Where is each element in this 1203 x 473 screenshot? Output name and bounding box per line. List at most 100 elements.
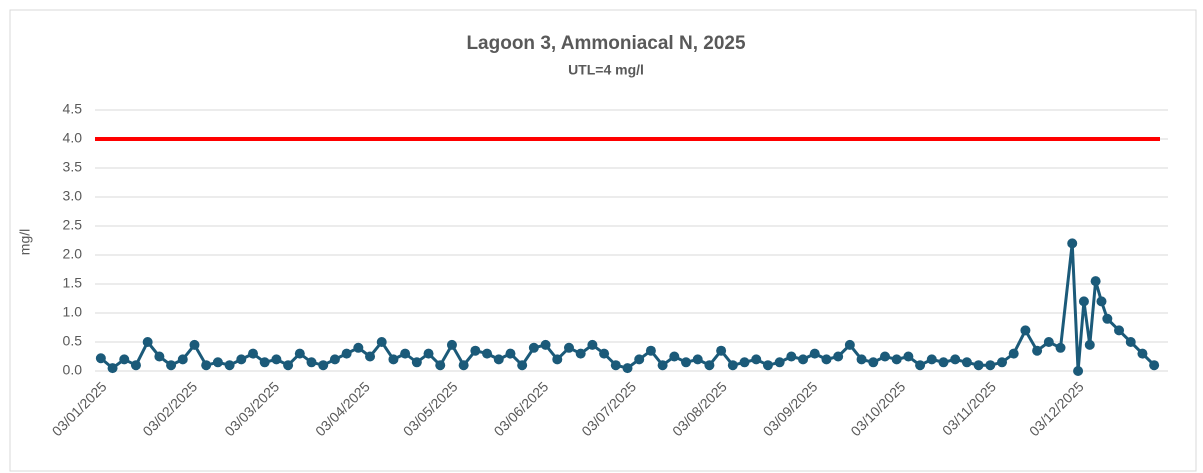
data-point [552, 354, 563, 365]
data-point [997, 357, 1008, 368]
data-point [599, 348, 610, 359]
data-point [1096, 296, 1107, 307]
data-point [493, 354, 504, 365]
data-point [915, 360, 926, 371]
data-point [903, 351, 914, 362]
y-tick-label: 0.5 [63, 333, 83, 349]
data-point [142, 337, 153, 347]
data-point [353, 342, 364, 353]
data-point [973, 360, 984, 371]
data-point [1043, 337, 1054, 347]
data-point [400, 348, 411, 359]
data-point [341, 348, 352, 359]
data-point [1078, 296, 1089, 307]
data-point [563, 342, 574, 353]
data-point [388, 354, 399, 365]
data-point [751, 354, 762, 365]
data-point [119, 354, 130, 365]
data-point [856, 354, 867, 365]
data-point [306, 357, 317, 368]
chart-title: Lagoon 3, Ammoniacal N, 2025 [466, 33, 746, 54]
data-point [1114, 325, 1125, 336]
data-point [177, 354, 188, 365]
data-point [669, 351, 680, 362]
series-line [99, 243, 1156, 372]
data-point [798, 354, 809, 365]
data-point [1067, 238, 1078, 249]
data-point [435, 360, 446, 371]
y-tick-label: 2.0 [63, 246, 83, 262]
data-point [318, 360, 329, 371]
data-point [95, 353, 106, 364]
data-point [259, 357, 270, 368]
data-point [891, 354, 902, 365]
data-point [1073, 366, 1084, 376]
data-point [1084, 339, 1095, 350]
data-point [1102, 313, 1113, 324]
data-point [739, 357, 750, 368]
data-point [1125, 337, 1136, 347]
data-point [224, 360, 235, 371]
data-point [622, 363, 633, 374]
data-point [587, 339, 598, 350]
y-tick-label: 2.5 [63, 217, 83, 233]
data-point [107, 363, 118, 374]
data-point [236, 354, 247, 365]
data-point [762, 360, 773, 371]
data-point [329, 354, 340, 365]
y-tick-label: 3.5 [63, 159, 83, 175]
data-point [879, 351, 890, 362]
data-point [681, 357, 692, 368]
y-tick-label: 0.0 [63, 362, 83, 378]
data-point [376, 337, 387, 347]
data-point [657, 360, 668, 371]
data-point [868, 357, 879, 368]
data-point [821, 354, 832, 365]
data-point [961, 357, 972, 368]
data-point [212, 357, 223, 368]
data-point [189, 339, 200, 350]
data-point [926, 354, 937, 365]
data-point [727, 360, 738, 371]
data-point [704, 360, 715, 371]
data-point [458, 360, 469, 371]
y-tick-label: 1.0 [63, 304, 83, 320]
data-point [1149, 360, 1160, 371]
data-point [938, 357, 949, 368]
data-point [985, 360, 996, 371]
data-point [130, 360, 141, 371]
data-point [1032, 345, 1043, 356]
data-point [1090, 276, 1101, 287]
data-point [365, 351, 376, 362]
chart-subtitle: UTL=4 mg/l [568, 62, 644, 78]
data-point [1137, 348, 1148, 359]
data-point [446, 339, 457, 350]
data-point [634, 354, 645, 365]
y-tick-label: 3.0 [63, 188, 83, 204]
data-point [154, 351, 165, 362]
y-axis-label: mg/l [17, 229, 33, 255]
data-point [844, 339, 855, 350]
data-point [283, 360, 294, 371]
data-point [423, 348, 434, 359]
data-point [470, 345, 481, 356]
data-point [517, 360, 528, 371]
data-point [166, 360, 177, 371]
data-point [482, 348, 493, 359]
data-point [1008, 348, 1019, 359]
y-tick-label: 4.0 [63, 130, 83, 146]
data-point [271, 354, 282, 365]
data-point [540, 339, 551, 350]
y-tick-label: 4.5 [63, 101, 83, 117]
data-point [247, 348, 258, 359]
data-point [201, 360, 212, 371]
data-point [809, 348, 820, 359]
chart-border [9, 9, 1197, 472]
data-point [1055, 342, 1066, 353]
y-tick-label: 1.5 [63, 275, 83, 291]
data-point [786, 351, 797, 362]
data-point [1020, 325, 1031, 336]
data-point [774, 357, 785, 368]
data-point [692, 354, 703, 365]
